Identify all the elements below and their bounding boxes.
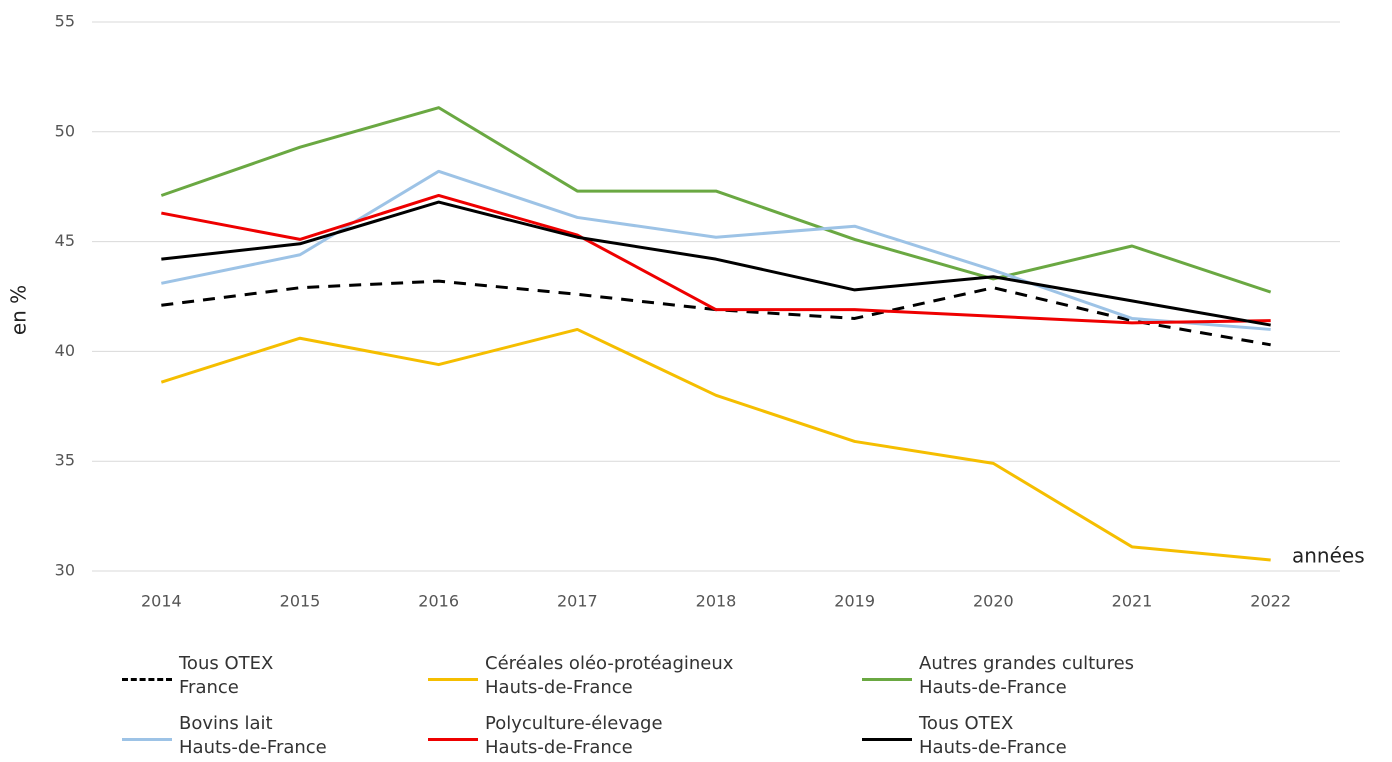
series-line [161,279,1271,347]
legend-label: Autres grandes cultures Hauts-de-France [919,653,1135,698]
legend-label: Tous OTEX France [179,653,274,698]
x-tick-label: 2016 [418,592,459,611]
legend-label: Céréales oléo-protéagineux Hauts-de-Fran… [485,653,734,698]
series-line [161,193,1271,325]
legend-label: Polyculture-élevage Hauts-de-France [485,713,663,758]
legend-label: Tous OTEX Hauts-de-France [919,713,1067,758]
x-axis-label: années [1292,544,1365,568]
x-tick-label: 2020 [973,592,1014,611]
x-tick-label: 2019 [834,592,875,611]
legend-swatch [428,678,478,681]
series-line [161,169,1271,331]
legend-swatch [122,738,172,741]
y-tick-label: 55 [55,12,75,31]
y-tick-label: 50 [55,121,75,140]
series-line [160,106,1272,294]
legend-swatch [862,678,912,681]
x-tick-label: 2021 [1112,592,1153,611]
legend-swatch [122,678,172,681]
y-tick-label: 35 [55,451,75,470]
x-tick-label: 2018 [696,592,737,611]
x-tick-label: 2014 [141,592,182,611]
y-axis-label: en % [7,285,31,335]
series-line [160,327,1271,562]
y-tick-label: 30 [55,561,75,580]
chart: en % années 30 35 40 45 50 55 2014 2015 2016 2017… [7,12,1365,611]
legend-swatch [862,738,912,741]
y-tick-label: 45 [55,231,75,250]
x-tick-label: 2022 [1250,592,1291,611]
x-tick-label: 2015 [280,592,321,611]
x-tick-label: 2017 [557,592,598,611]
legend-swatch [428,738,478,741]
legend-label: Bovins lait Hauts-de-France [179,713,327,758]
y-tick-label: 40 [55,341,75,360]
series-line [161,200,1271,327]
